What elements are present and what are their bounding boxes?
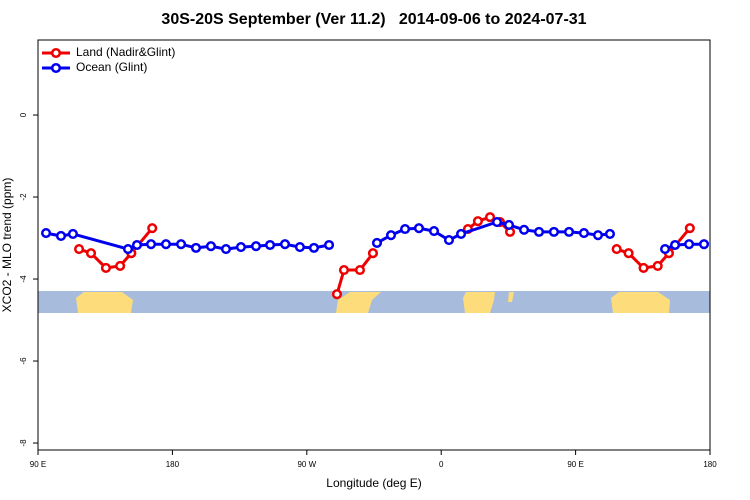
data-point — [354, 264, 366, 276]
data-point — [190, 242, 202, 253]
y-tick-label: -4 — [19, 275, 28, 283]
data-point — [371, 237, 383, 248]
data-point — [592, 230, 604, 241]
data-point — [611, 244, 622, 255]
data-point — [472, 216, 483, 227]
land-shape — [508, 292, 514, 302]
data-point — [428, 226, 440, 237]
data-point — [660, 244, 671, 255]
data-point — [338, 264, 350, 276]
data-point — [413, 223, 424, 234]
data-point — [74, 244, 85, 255]
data-point — [115, 260, 126, 271]
data-point — [578, 228, 590, 239]
land-shape — [76, 292, 133, 313]
map-strip — [38, 291, 710, 313]
y-tick-label: -8 — [19, 439, 28, 447]
data-point — [308, 242, 320, 253]
land-shape — [463, 292, 495, 313]
plot-area: 90 E 180 90 W 0 90 E 180 0 -2 -4 -6 -8 Land (Nadir&… — [19, 45, 717, 469]
x-axis-label: Longitude (deg E) — [326, 476, 421, 490]
data-point — [324, 239, 335, 251]
data-point — [638, 262, 649, 274]
data-point — [684, 223, 695, 234]
data-point — [100, 262, 111, 274]
data-point — [652, 260, 663, 271]
y-tick-label: -6 — [19, 357, 28, 365]
legend-label: Ocean (Glint) — [76, 60, 147, 74]
data-point — [85, 248, 97, 259]
data-point — [367, 248, 379, 259]
data-point — [122, 244, 134, 255]
data-point — [331, 289, 343, 300]
legend-label: Land (Nadir&Glint) — [76, 45, 175, 59]
data-point — [41, 228, 52, 239]
x-tick-label: 0 — [439, 460, 444, 469]
data-point — [176, 239, 187, 250]
data-point — [623, 248, 634, 259]
data-point — [265, 239, 276, 251]
x-tick-label: 90 E — [567, 460, 583, 469]
data-point — [279, 239, 291, 250]
data-point — [55, 230, 67, 242]
y-axis-label: XCO2 - MLO trend (ppm) — [0, 178, 14, 313]
data-point — [147, 223, 158, 234]
legend-marker — [50, 62, 62, 74]
data-point — [503, 219, 515, 230]
legend-marker — [50, 47, 62, 59]
x-tick-label: 90 E — [30, 460, 46, 469]
data-point — [670, 239, 681, 251]
y-tick-label: 0 — [19, 112, 28, 117]
data-point — [698, 239, 710, 250]
data-point — [443, 235, 455, 246]
data-point — [548, 226, 559, 237]
ocean-strip — [38, 291, 710, 313]
data-point — [604, 228, 615, 239]
data-point — [563, 226, 575, 237]
data-point — [220, 244, 232, 255]
y-tick-label: -2 — [19, 193, 28, 201]
data-point — [456, 228, 467, 239]
data-point — [519, 224, 530, 235]
data-point — [294, 242, 305, 253]
plot-frame — [37, 39, 711, 451]
data-point — [533, 226, 545, 237]
x-tick-label: 180 — [703, 460, 717, 469]
land-shape — [611, 292, 670, 313]
x-tick-label: 180 — [166, 460, 180, 469]
x-tick-label: 90 W — [297, 460, 316, 469]
data-point — [400, 223, 411, 235]
land-shape — [336, 292, 381, 313]
data-point — [67, 228, 78, 239]
data-point — [160, 239, 172, 250]
data-point — [684, 239, 695, 250]
data-point — [205, 241, 216, 252]
data-point — [385, 230, 397, 241]
series-line — [78, 215, 691, 295]
data-point — [235, 242, 246, 253]
data-point — [484, 212, 496, 223]
data-point — [131, 239, 143, 251]
data-point — [145, 239, 157, 250]
data-point — [250, 241, 262, 252]
data-point — [492, 216, 503, 228]
chart-title: 30S-20S September (Ver 11.2) 2014-09-06 … — [161, 11, 586, 28]
